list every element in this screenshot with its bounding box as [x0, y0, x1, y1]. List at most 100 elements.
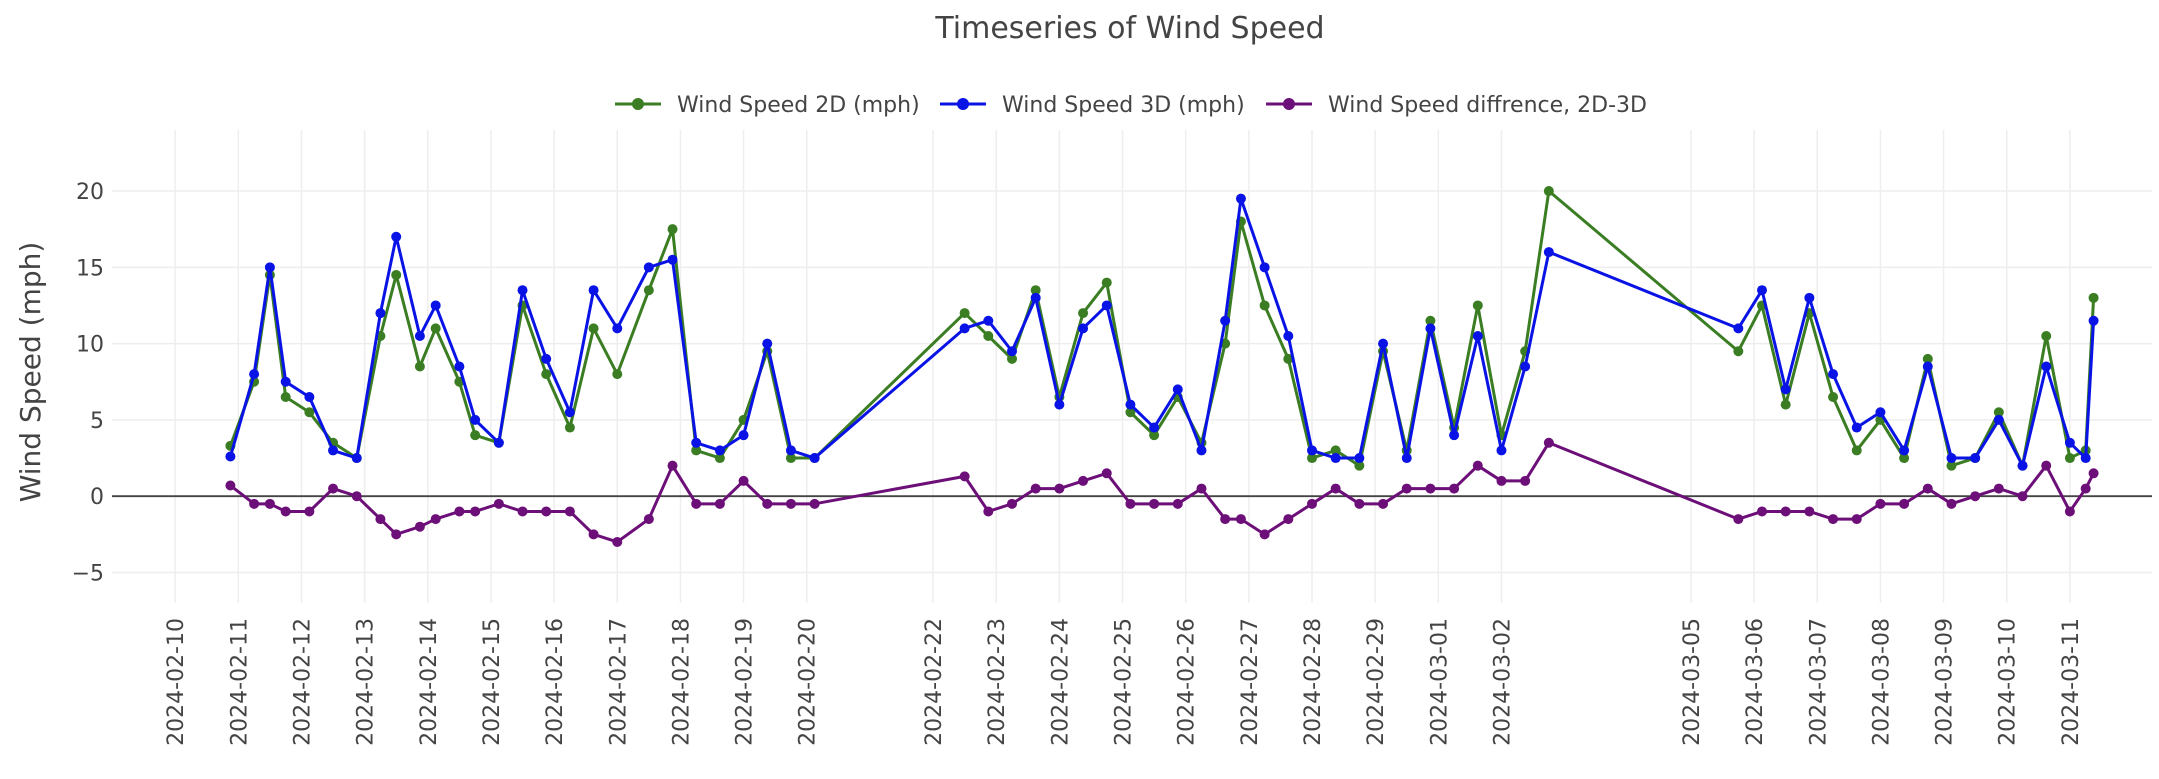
data-point	[1757, 506, 1767, 517]
data-point	[762, 498, 773, 509]
data-point	[1733, 346, 1744, 357]
data-point	[1828, 514, 1839, 525]
x-tick-label: 2024-02-19	[733, 618, 758, 746]
data-point	[1851, 422, 1862, 433]
x-tick-label: 2024-03-11	[2059, 618, 2084, 746]
data-point	[785, 445, 796, 456]
data-point	[1851, 445, 1862, 456]
data-point	[1101, 468, 1112, 479]
data-point	[1780, 384, 1791, 395]
data-point	[493, 437, 504, 448]
data-point	[225, 480, 236, 491]
data-point	[1283, 514, 1294, 525]
data-point	[1757, 285, 1767, 296]
data-point	[1307, 498, 1317, 509]
data-point	[470, 506, 481, 517]
data-point	[2017, 491, 2028, 502]
data-point	[1780, 399, 1791, 410]
data-point	[541, 353, 552, 364]
data-point	[414, 521, 425, 532]
data-point	[1283, 353, 1294, 364]
data-point	[1330, 453, 1341, 464]
x-tick-label: 2024-03-02	[1490, 618, 1515, 746]
x-tick-label: 2024-02-17	[606, 618, 631, 746]
data-point	[1030, 292, 1041, 303]
data-point	[1946, 498, 1957, 509]
data-point	[2041, 330, 2052, 341]
legend-item[interactable]: Wind Speed diffrence, 2D-3D	[1266, 93, 1647, 118]
data-point	[667, 254, 678, 265]
data-point	[1899, 498, 1910, 509]
data-point	[470, 414, 481, 425]
data-point	[1354, 460, 1365, 471]
x-tick-label: 2024-03-09	[1933, 618, 1958, 746]
legend-item[interactable]: Wind Speed 2D (mph)	[615, 93, 920, 118]
data-point	[1401, 483, 1412, 494]
data-point	[785, 498, 796, 509]
data-point	[612, 323, 623, 334]
x-tick-label: 2024-02-29	[1364, 618, 1389, 746]
data-point	[375, 514, 386, 525]
data-point	[738, 475, 749, 486]
legend[interactable]: Wind Speed 2D (mph) Wind Speed 3D (mph) Wi…	[615, 93, 1647, 118]
data-point	[391, 269, 402, 280]
data-point	[1993, 407, 2004, 418]
data-point	[738, 430, 749, 441]
data-point	[1922, 361, 1933, 372]
data-point	[304, 506, 315, 517]
series-line	[229, 189, 2096, 468]
y-axis-ticks: −5 0 5 10 15 20	[72, 180, 104, 586]
data-point	[1922, 483, 1933, 494]
data-point	[375, 308, 386, 319]
data-point	[1401, 453, 1412, 464]
data-point	[351, 453, 362, 464]
x-tick-label: 2024-02-22	[922, 618, 947, 746]
data-point	[1875, 498, 1886, 509]
data-point	[667, 460, 678, 471]
data-point	[785, 453, 796, 464]
data-point	[1899, 445, 1910, 456]
data-point	[541, 369, 552, 380]
data-point	[1220, 514, 1231, 525]
data-point	[225, 451, 236, 462]
data-point	[1330, 445, 1341, 456]
x-tick-label: 2024-02-23	[985, 618, 1010, 746]
legend-label: Wind Speed diffrence, 2D-3D	[1328, 93, 1647, 118]
data-point	[454, 361, 465, 372]
y-tick-label: 0	[90, 485, 104, 510]
data-point	[1496, 445, 1507, 456]
data-point	[391, 231, 402, 242]
data-point	[1354, 498, 1365, 509]
data-point	[1804, 292, 1815, 303]
legend-item[interactable]: Wind Speed 3D (mph)	[940, 93, 1245, 118]
data-point	[1125, 399, 1136, 410]
data-point	[1472, 330, 1483, 341]
data-point	[691, 445, 702, 456]
data-point	[430, 323, 441, 334]
data-point	[430, 300, 441, 311]
series-line	[228, 197, 2096, 468]
data-point	[1149, 498, 1160, 509]
data-point	[1520, 361, 1531, 372]
data-point	[1235, 193, 1246, 204]
data-point	[1733, 323, 1744, 334]
data-point	[1993, 483, 2004, 494]
data-point	[588, 529, 599, 540]
data-point	[1307, 445, 1317, 456]
data-point	[1993, 414, 2004, 425]
data-point	[1970, 491, 1981, 502]
data-point	[280, 392, 291, 403]
data-point	[714, 445, 725, 456]
data-point	[1007, 353, 1017, 364]
data-point	[1196, 445, 1207, 456]
data-point	[1543, 437, 1554, 448]
data-point	[264, 498, 275, 509]
x-tick-label: 2024-03-06	[1743, 618, 1768, 746]
x-tick-label: 2024-02-28	[1301, 618, 1326, 746]
data-point	[2017, 460, 2028, 471]
data-point	[564, 422, 575, 433]
data-point	[304, 407, 315, 418]
data-point	[1780, 506, 1791, 517]
data-point	[1030, 285, 1041, 296]
